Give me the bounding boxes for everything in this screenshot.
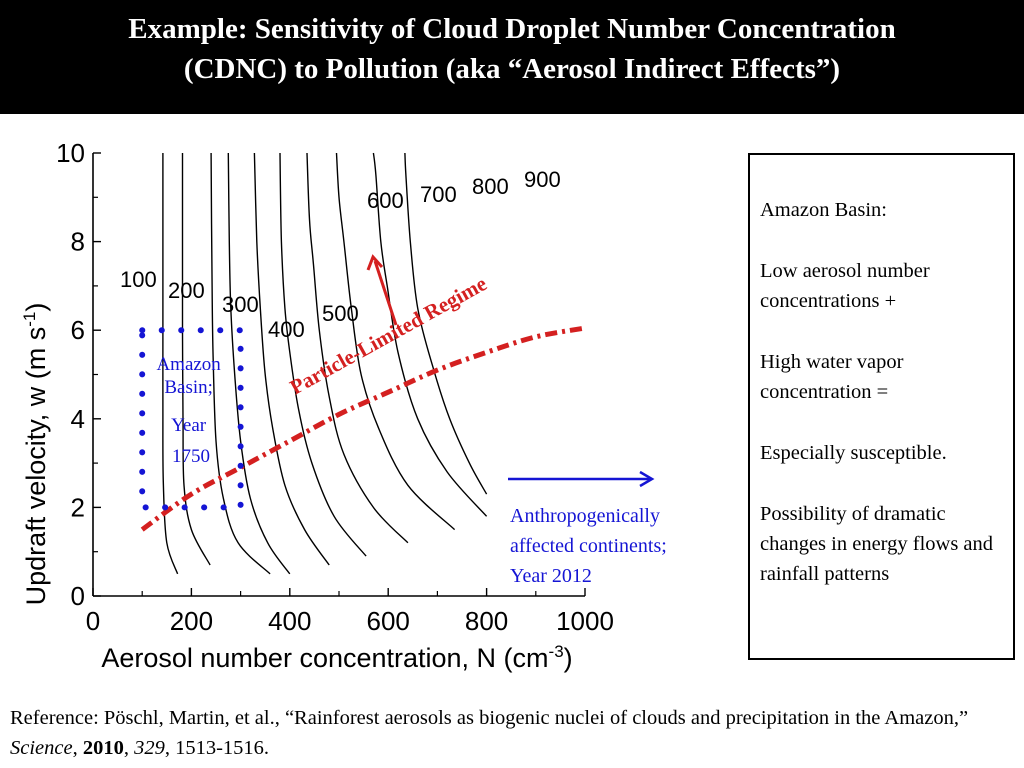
x-axis-title: Aerosol number concentration, N (cm-3) (101, 642, 572, 673)
contour-line-800 (335, 152, 456, 531)
cdnc-sensitivity-chart: 0 200 400 600 800 1000 0 2 4 6 8 10 100 200 300 400 500… (20, 138, 672, 673)
info-box-paragraph-3: Especially susceptible. (760, 442, 947, 464)
info-box-paragraph-1: Low aerosol number concentrations + (760, 260, 930, 312)
y-tick-label-10: 10 (56, 138, 85, 168)
y-axis-title: Updraft velocity, w (m s-1) (20, 303, 51, 606)
contour-line-300 (210, 152, 271, 575)
contour-line-500 (253, 152, 330, 566)
contour-line-200 (181, 153, 211, 566)
amazon-info-box: Amazon Basin: Low aerosol number concent… (748, 153, 1015, 660)
y-tick-label-6: 6 (71, 315, 85, 345)
slide-title-line-1: Example: Sensitivity of Cloud Droplet Nu… (128, 13, 896, 45)
y-tick-label-2: 2 (71, 492, 85, 522)
continents-annotation: Anthropogenically affected continents; Y… (510, 505, 672, 587)
contour-line-900 (372, 152, 488, 517)
y-tick-label-8: 8 (71, 227, 85, 257)
contour-label-700: 700 (420, 182, 457, 207)
info-box-paragraph-4: Possibility of dramatic changes in energ… (760, 503, 994, 585)
contour-label-100: 100 (120, 267, 157, 292)
red-arrow (366, 254, 398, 326)
x-tick-label-400: 400 (268, 606, 311, 636)
chart-ticks: 0 200 400 600 800 1000 0 2 4 6 8 10 (56, 138, 614, 636)
contour-line-600 (279, 152, 367, 557)
contour-label-400: 400 (268, 317, 305, 342)
y-tick-label-4: 4 (71, 404, 85, 434)
contour-label-300: 300 (222, 292, 259, 317)
contour-line-100 (162, 153, 179, 575)
info-box-title: Amazon Basin: (760, 199, 887, 221)
contour-label-200: 200 (168, 278, 205, 303)
particle-limited-regime-line (140, 325, 586, 532)
contour-label-800: 800 (472, 174, 509, 199)
y-tick-label-0: 0 (71, 581, 85, 611)
reference-journal: Science (10, 737, 73, 759)
reference-pages: 1513-1516. (175, 737, 270, 759)
x-tick-label-1000: 1000 (556, 606, 614, 636)
contour-line-400 (227, 152, 291, 575)
contour-label-600: 600 (367, 188, 404, 213)
amazon-box-label: Amazon Basin; Year 1750 (156, 354, 225, 467)
reference-year: 2010 (82, 737, 124, 759)
reference-citation: Reference: Pöschl, Martin, et al., “Rain… (10, 707, 969, 759)
contour-label-900: 900 (524, 167, 561, 192)
blue-arrow (508, 470, 655, 488)
reference-prefix: Reference: Pöschl, Martin, et al., “Rain… (10, 707, 969, 729)
contour-label-500: 500 (322, 301, 359, 326)
contour-line-700 (306, 152, 409, 544)
x-tick-label-0: 0 (86, 606, 100, 636)
x-tick-label-200: 200 (170, 606, 213, 636)
contour-labels: 100 200 300 400 500 600 700 800 900 (120, 167, 561, 342)
contour-line-1000 (404, 152, 488, 495)
regime-curve (140, 325, 586, 532)
slide-header: Example: Sensitivity of Cloud Droplet Nu… (0, 0, 1024, 114)
info-box-paragraph-2: High water vapor concentration = (760, 351, 904, 403)
cdnc-contour-lines (162, 152, 488, 575)
x-tick-label-800: 800 (465, 606, 508, 636)
reference-volume: 329 (134, 737, 165, 759)
slide-title-line-2: (CDNC) to Pollution (aka “Aerosol Indire… (183, 53, 841, 85)
x-tick-label-600: 600 (367, 606, 410, 636)
